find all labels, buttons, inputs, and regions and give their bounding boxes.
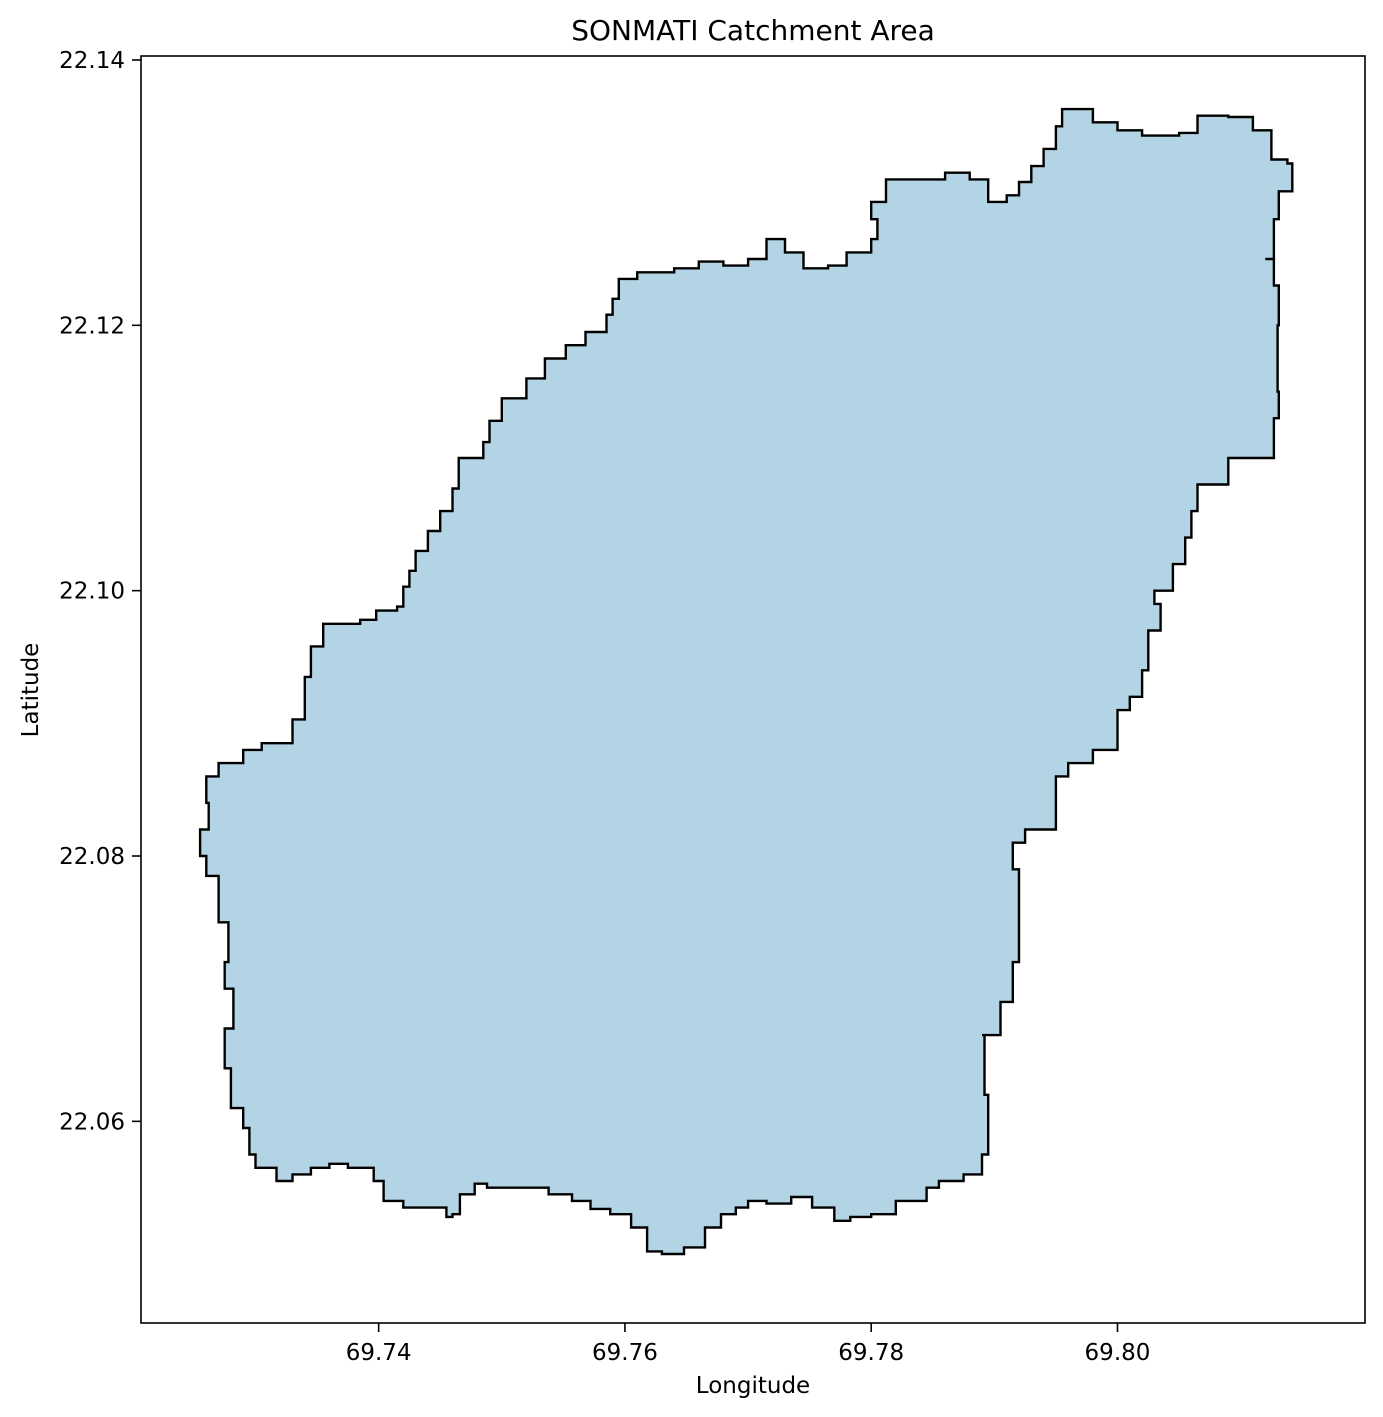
y-axis-label: Latitude: [18, 643, 44, 738]
y-tick-label: 22.10: [59, 579, 125, 605]
x-tick-label: 69.74: [346, 1340, 412, 1366]
y-axis-ticks: 22.06 22.08 22.10 22.12 22.14: [59, 48, 141, 1135]
chart-title: SONMATI Catchment Area: [571, 14, 935, 47]
y-tick-label: 22.12: [59, 313, 125, 339]
axes-frame: [140, 55, 1366, 1324]
x-tick-label: 69.80: [1085, 1340, 1151, 1366]
catchment-area-polygon: [198, 107, 1294, 1256]
x-axis-label: Longitude: [696, 1373, 810, 1399]
x-axis-ticks: 69.74 69.76 69.78 69.80: [346, 1323, 1151, 1366]
y-tick-label: 22.06: [59, 1109, 125, 1135]
x-tick-label: 69.78: [838, 1340, 904, 1366]
plot-area: [198, 107, 1294, 1256]
y-tick-label: 22.08: [59, 844, 125, 870]
x-tick-label: 69.76: [592, 1340, 658, 1366]
y-tick-label: 22.14: [59, 48, 125, 74]
